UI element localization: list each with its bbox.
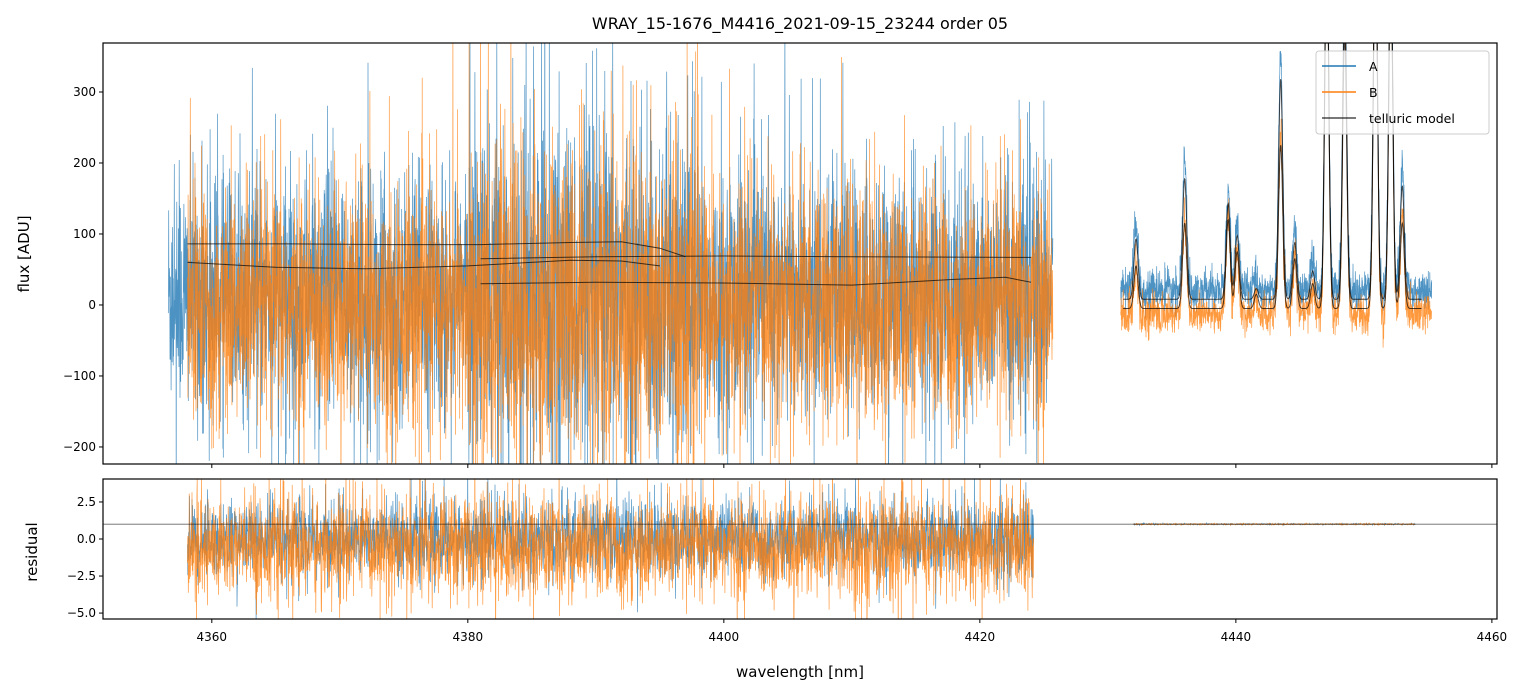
x-axis-label: wavelength [nm] (736, 663, 864, 681)
y-tick-label: −5.0 (67, 606, 96, 620)
y-tick-label: 200 (73, 156, 96, 170)
y-tick-label: 300 (73, 85, 96, 99)
flux-panel-data (167, 43, 1433, 464)
y-tick-label: 0.0 (77, 532, 96, 546)
y-tick-label: 100 (73, 227, 96, 241)
y-tick-label: 2.5 (77, 495, 96, 509)
x-tick-label: 4440 (1221, 630, 1252, 644)
x-tick-label: 4420 (965, 630, 996, 644)
series-b-flux-line (187, 43, 1054, 464)
y-tick-label: −2.5 (67, 569, 96, 583)
x-tick-label: 4460 (1477, 630, 1508, 644)
legend-box (1315, 50, 1490, 135)
y-tick-label: −100 (63, 369, 96, 383)
telluric-model-line-b (1123, 43, 1422, 309)
telluric-model-line (187, 259, 660, 270)
series-b-residual-line (187, 479, 1034, 619)
telluric-model-line (187, 241, 686, 258)
x-tick-label: 4360 (197, 630, 228, 644)
telluric-model-line (480, 276, 1032, 286)
legend-label-telluric: telluric model (1369, 111, 1455, 126)
y-tick-label: −200 (63, 440, 96, 454)
flux-y-label: flux [ADU] (15, 215, 33, 292)
flux-panel-frame (102, 42, 1498, 465)
legend: A B telluric model (1315, 50, 1490, 135)
residual-y-label: residual (23, 522, 41, 581)
y-tick-label: 0 (88, 298, 96, 312)
legend-label-b: B (1369, 85, 1378, 100)
telluric-model-line (480, 255, 1032, 260)
residual-panel-data (103, 479, 1497, 619)
residual-panel-frame (102, 478, 1498, 620)
chart-title: WRAY_15-1676_M4416_2021-09-15_23244 orde… (592, 14, 1008, 34)
legend-label-a: A (1369, 59, 1378, 74)
x-tick-label: 4380 (453, 630, 484, 644)
x-tick-label: 4400 (709, 630, 740, 644)
